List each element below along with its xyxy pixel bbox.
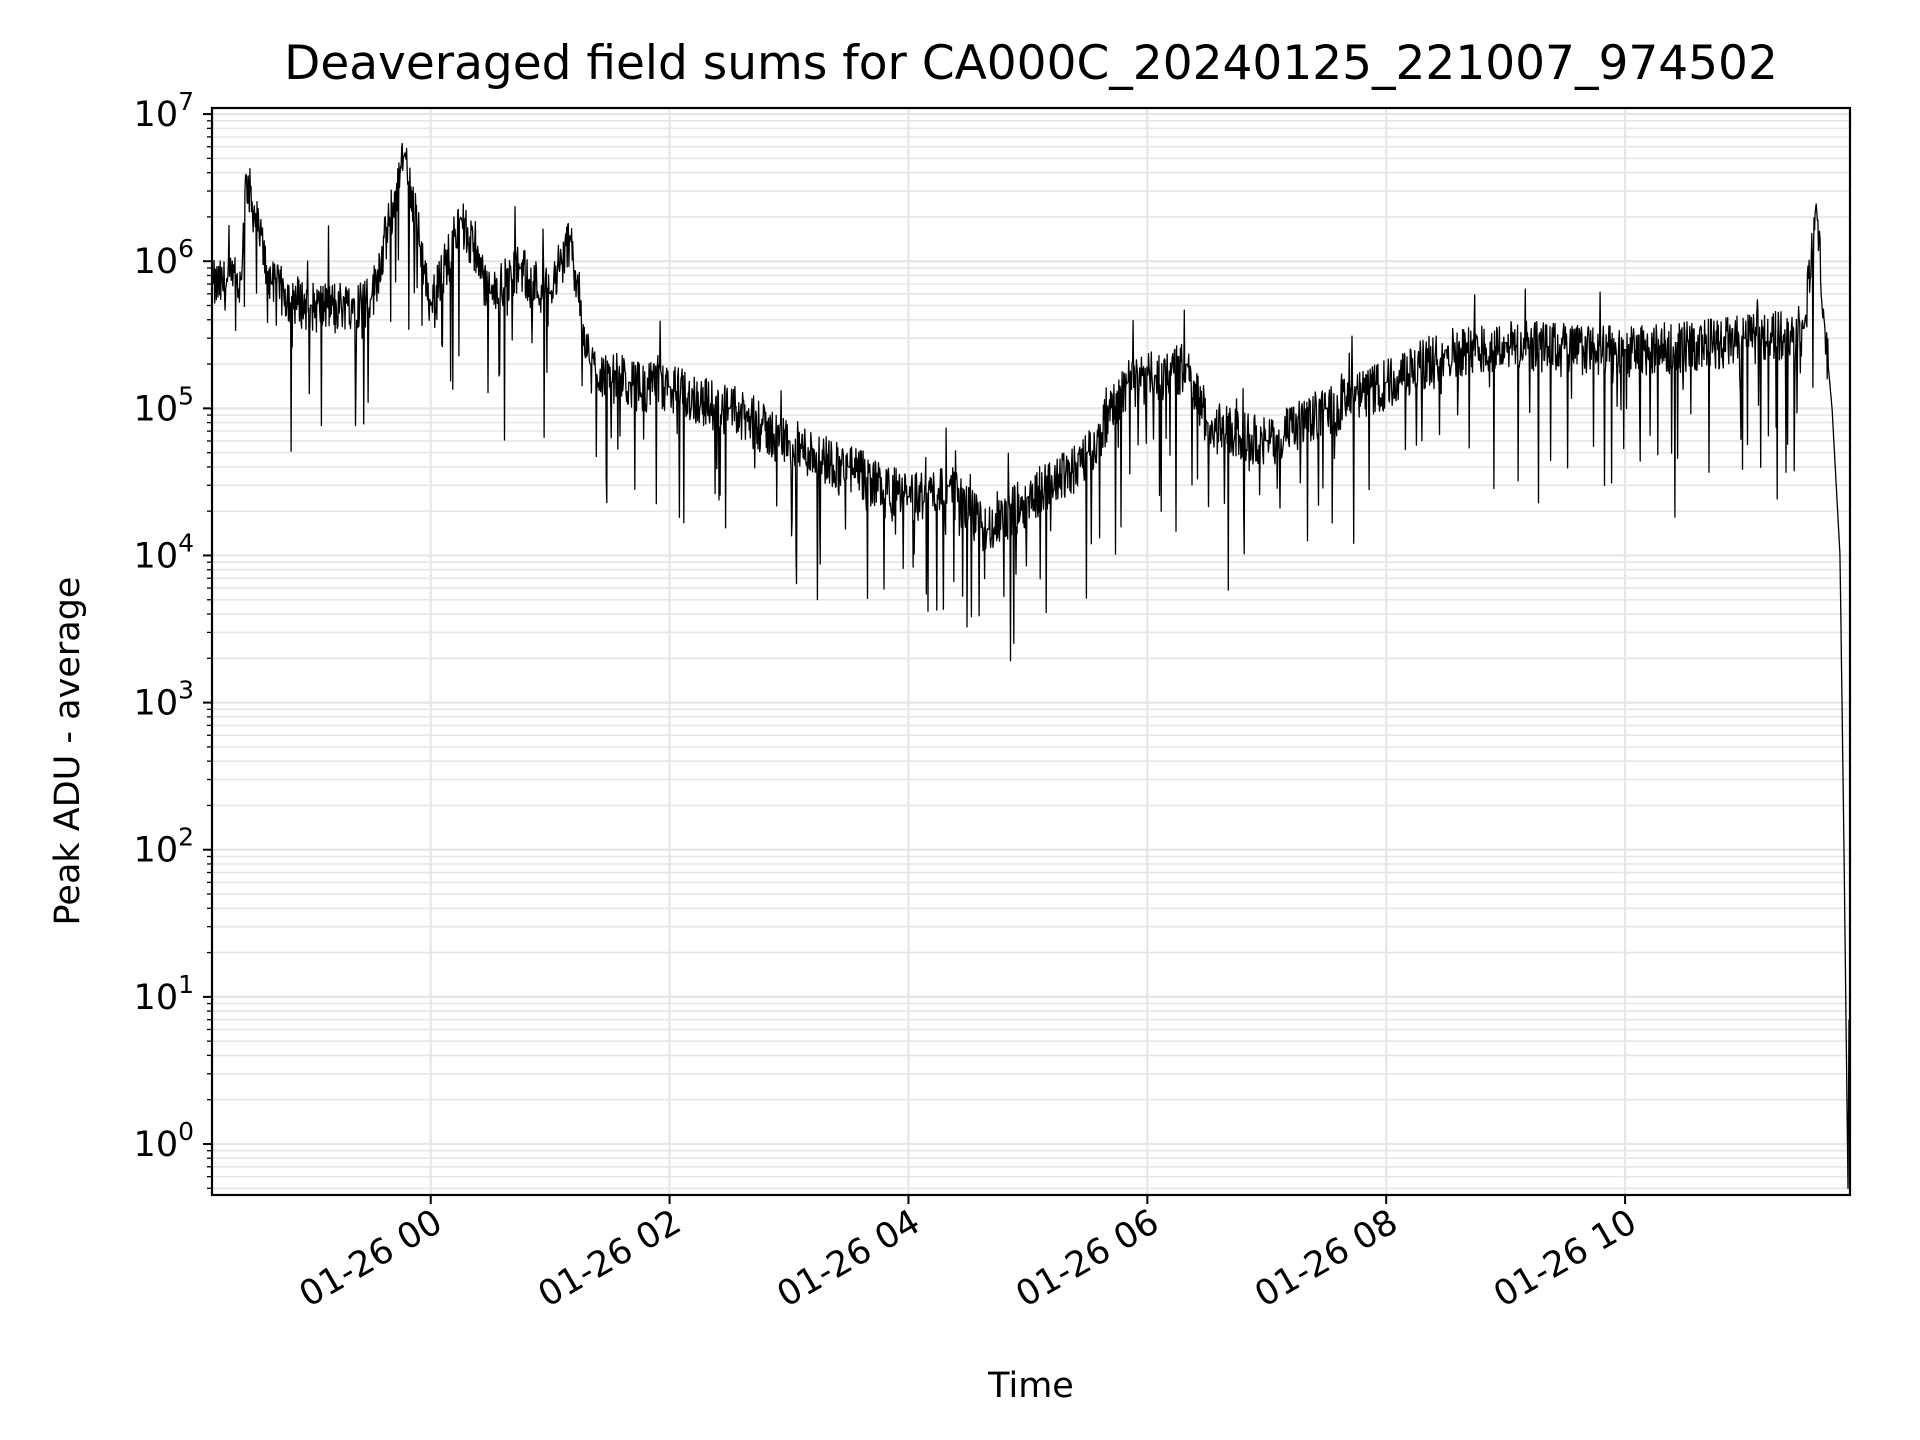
y-tick-label: 104	[134, 528, 194, 576]
y-tick-label: 102	[134, 823, 194, 871]
y-tick-label: 101	[134, 970, 194, 1018]
x-tick-label: 01-26 00	[293, 1202, 449, 1315]
y-tick-label: 105	[134, 381, 194, 429]
chart-title: Deaveraged field sums for CA000C_2024012…	[284, 36, 1778, 91]
series-line	[212, 142, 1850, 1189]
x-tick-label: 01-26 06	[1010, 1202, 1166, 1315]
x-tick-label: 01-26 10	[1487, 1202, 1643, 1315]
x-tick-label: 01-26 04	[771, 1202, 927, 1315]
x-tick-label: 01-26 08	[1248, 1202, 1404, 1315]
x-tick-label: 01-26 02	[532, 1202, 688, 1315]
y-tick-label: 103	[134, 676, 194, 724]
y-tick-label: 106	[134, 234, 194, 282]
x-axis-label: Time	[988, 1366, 1074, 1406]
y-tick-label: 100	[134, 1117, 194, 1165]
plot-frame	[210, 106, 1852, 1197]
y-tick-label: 107	[134, 87, 194, 135]
